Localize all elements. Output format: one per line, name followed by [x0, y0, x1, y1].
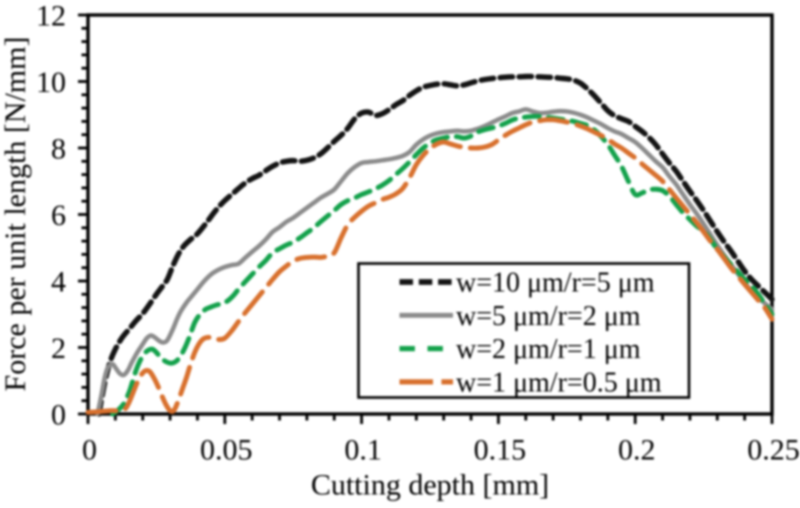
y-tick-label: 0	[51, 399, 66, 432]
y-tick-label: 8	[51, 133, 66, 166]
series-lines	[85, 73, 775, 417]
y-tick-label: 6	[51, 199, 66, 232]
y-tick-label: 4	[51, 266, 66, 299]
legend: w=10 μm/r=5 μmw=5 μm/r=2 μmw=2 μm/r=1 μm…	[357, 262, 691, 399]
x-tick-label: 0.05	[200, 434, 253, 467]
legend-label-1: w=10 μm/r=5 μm	[456, 268, 655, 299]
x-tick-label: 0.15	[474, 434, 527, 467]
series-line-1	[96, 73, 775, 417]
y-tick-label: 12	[36, 0, 66, 33]
x-tick-label: 0.2	[618, 434, 656, 467]
x-tick-labels: 0 0.05 0.1 0.15 0.2 0.25	[82, 434, 800, 467]
legend-label-2: w=5 μm/r=2 μm	[456, 301, 641, 332]
legend-box	[357, 262, 691, 399]
legend-label-4: w=1 μm/r=0.5 μm	[456, 367, 662, 398]
y-axis-title: Force per unit length [N/mm]	[0, 37, 32, 392]
x-tick-label: 0	[82, 434, 97, 467]
y-tick-label: 2	[51, 332, 66, 365]
axis-ticks	[78, 13, 774, 424]
series-line-2	[95, 107, 775, 417]
x-tick-label: 0.25	[747, 434, 800, 467]
x-axis-title: Cutting depth [mm]	[311, 469, 549, 502]
legend-label-3: w=2 μm/r=1 μm	[456, 334, 641, 365]
y-tick-labels: 0 2 4 6 8 10 12	[36, 0, 66, 432]
series-line-3	[110, 113, 775, 417]
series-line-4	[85, 117, 775, 415]
x-tick-label: 0.1	[344, 434, 382, 467]
y-tick-label: 10	[36, 66, 66, 99]
